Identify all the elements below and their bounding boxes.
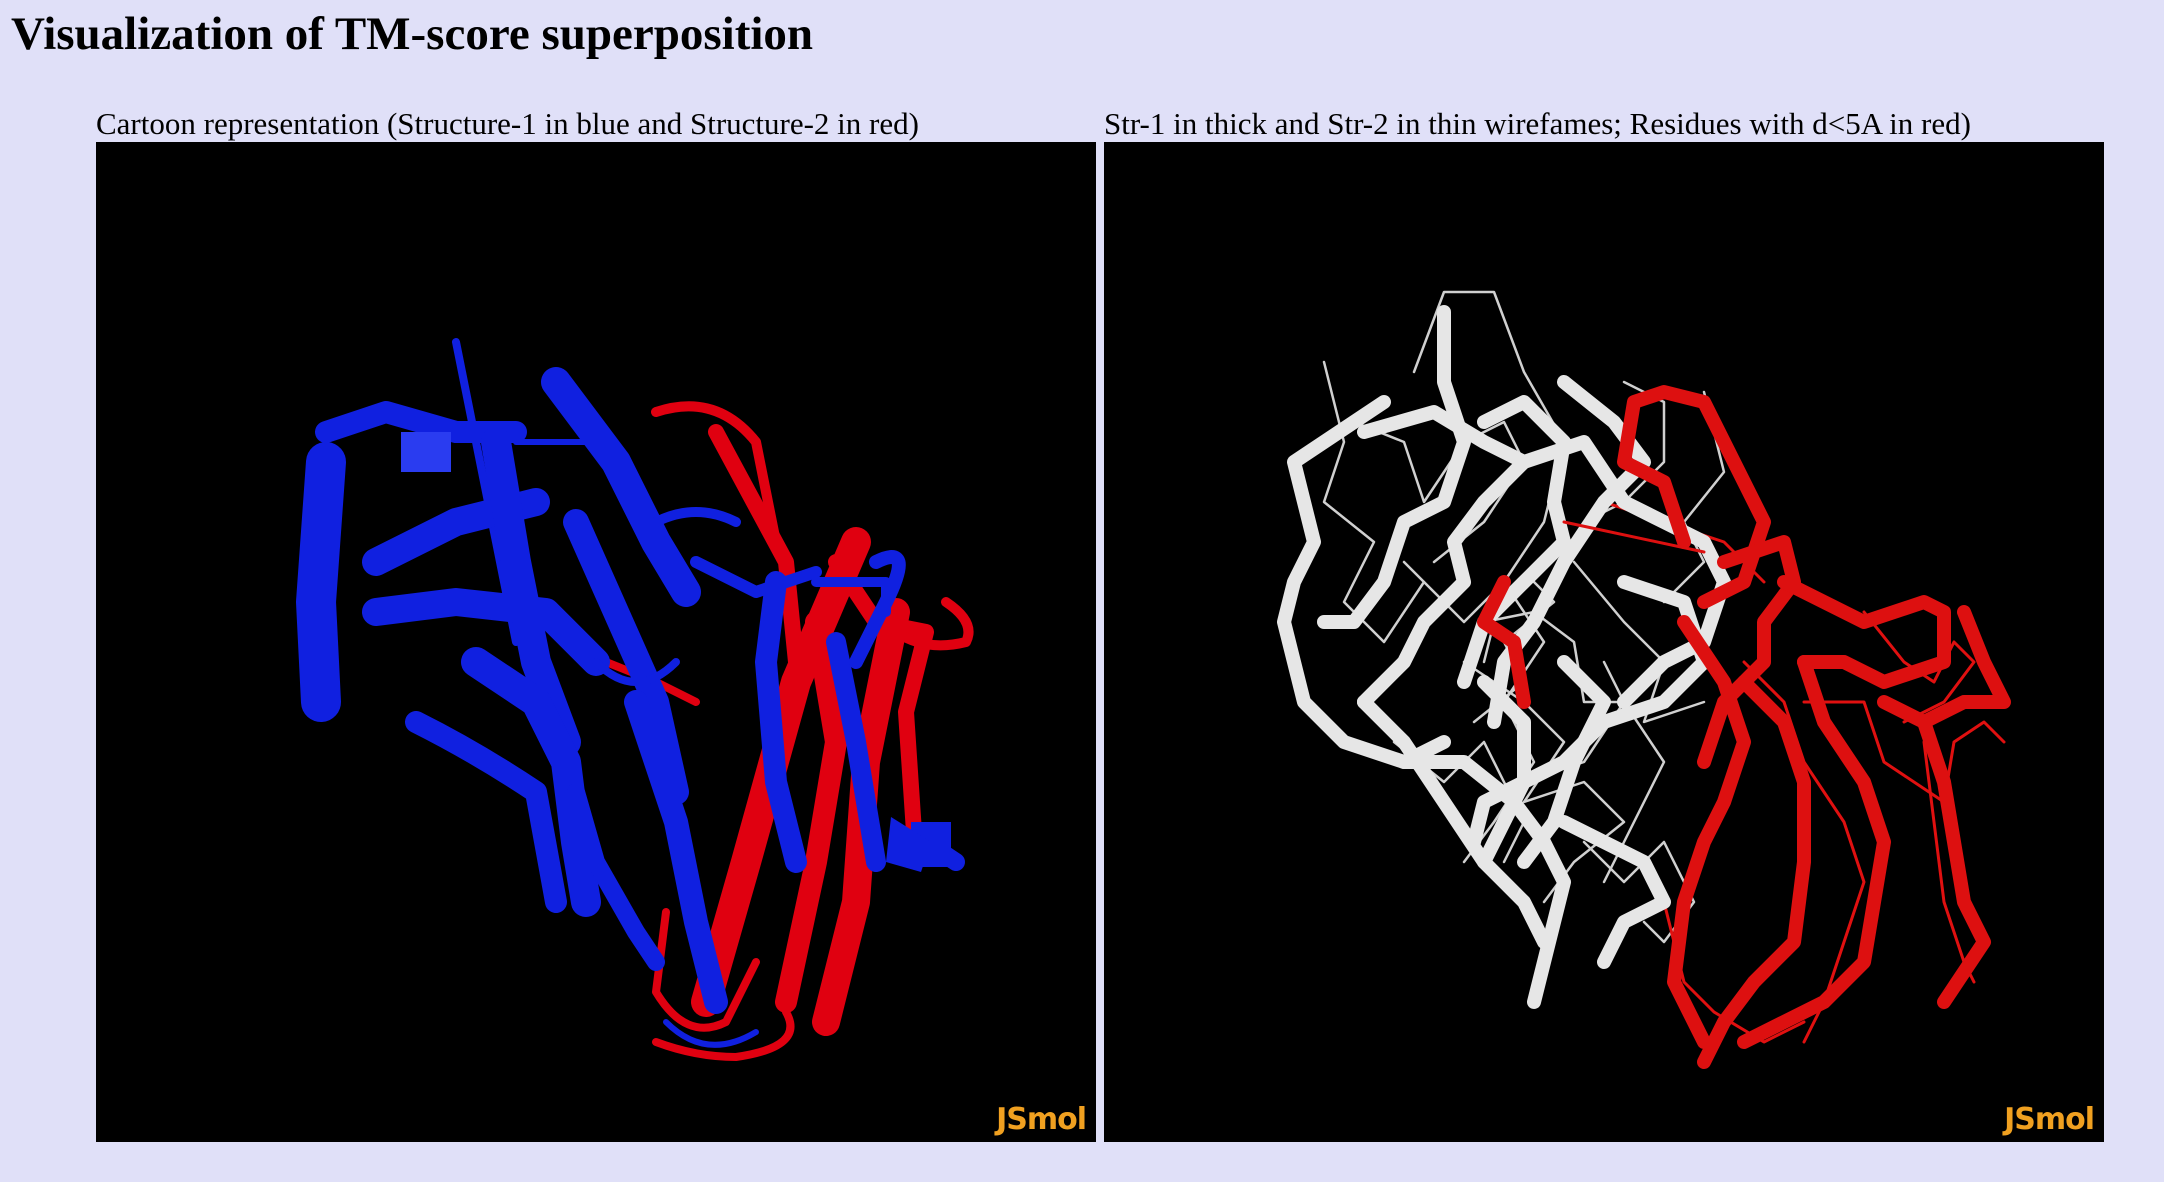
jsmol-logo: JSmol [2004,1102,2095,1137]
page-title: Visualization of TM-score superposition [11,8,814,60]
cartoon-panel-caption: Cartoon representation (Structure-1 in b… [96,106,919,141]
wireframe-panel-caption: Str-1 in thick and Str-2 in thin wirefam… [1104,106,1971,141]
wireframe-molecule-viewer[interactable]: JSmol [1104,142,2104,1142]
cartoon-molecule-viewer[interactable]: JSmol [96,142,1096,1142]
wireframe-structure-rendering [1277,290,2011,1069]
jsmol-logo: JSmol [996,1102,1087,1137]
cartoon-structure-rendering [296,338,974,1061]
